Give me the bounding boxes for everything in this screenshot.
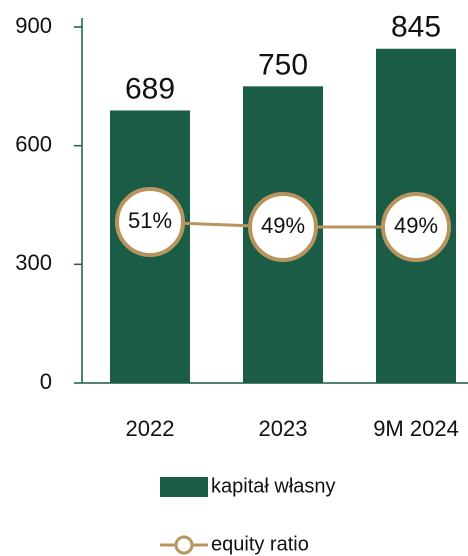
line-marker [115, 187, 185, 257]
x-tick-label: 2023 [259, 416, 308, 441]
line-value-label: 49% [394, 213, 438, 238]
x-tick-label: 9M 2024 [373, 416, 459, 441]
legend-swatch [160, 477, 208, 497]
line-value-label: 49% [261, 213, 305, 238]
y-tick-label: 900 [15, 13, 52, 38]
bar-value-label: 750 [258, 48, 308, 81]
x-tick-label: 2022 [126, 416, 175, 441]
legend-label: equity ratio [211, 533, 309, 555]
line-value-label: 51% [128, 208, 172, 233]
bar-value-label: 845 [391, 11, 441, 44]
bar-value-label: 689 [125, 72, 175, 105]
y-tick-label: 300 [15, 250, 52, 275]
y-tick-label: 0 [40, 369, 52, 394]
line-marker [381, 192, 451, 262]
legend-swatch [174, 535, 194, 555]
y-tick-label: 600 [15, 131, 52, 156]
legend-label: kapitał własny [211, 475, 336, 497]
line-marker [248, 192, 318, 262]
